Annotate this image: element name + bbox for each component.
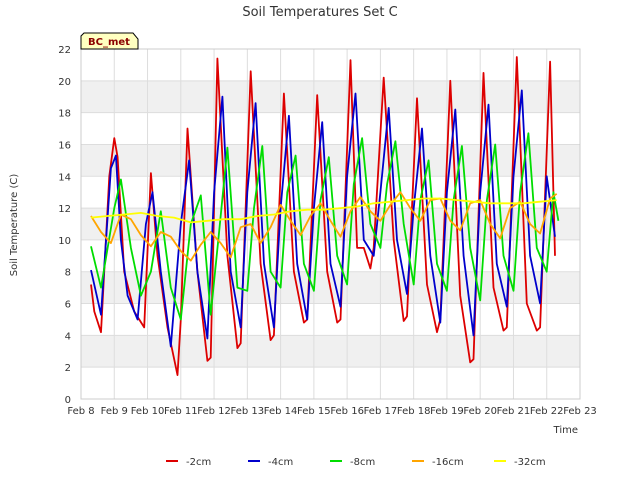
- x-tick-label: Feb 18: [397, 406, 431, 417]
- legend-label: -4cm: [268, 457, 293, 468]
- y-axis-ticks: 0 2 4 6 8 10 12 14 16 18 20 22: [58, 45, 71, 406]
- x-tick-label: Feb 15: [297, 406, 331, 417]
- x-tick-label: Feb 22: [530, 406, 564, 417]
- x-tick-label: Feb 21: [497, 406, 531, 417]
- y-tick-label: 8: [65, 268, 71, 279]
- x-tick-label: Feb 16: [330, 406, 364, 417]
- x-tick-label: Feb 12: [197, 406, 231, 417]
- y-tick-label: 2: [65, 363, 71, 374]
- x-tick-label: Feb 9: [101, 406, 128, 417]
- series-line-minus-4cm: [90, 89, 556, 348]
- y-tick-label: 16: [58, 140, 71, 151]
- series-line-minus-16cm: [90, 191, 558, 262]
- y-tick-label: 0: [65, 395, 71, 406]
- band-18-20: [81, 80, 580, 113]
- y-tick-label: 12: [58, 204, 71, 215]
- x-tick-label: Feb 8: [67, 406, 94, 417]
- x-tick-label: Feb 13: [231, 406, 265, 417]
- badge-shape: [80, 32, 139, 50]
- legend-label: -8cm: [350, 457, 375, 468]
- chart-title: Soil Temperatures Set C: [242, 5, 397, 20]
- series-lines: [90, 56, 560, 377]
- band-2-4: [81, 335, 580, 368]
- badge-label: BC_met: [88, 37, 130, 48]
- band-0-2: [81, 367, 580, 399]
- y-tick-label: 18: [58, 109, 71, 120]
- legend: -2cm -4cm -8cm -16cm -32cm: [166, 457, 546, 468]
- y-tick-label: 6: [65, 300, 71, 311]
- x-axis-label: Time: [553, 425, 578, 436]
- x-tick-label: Feb 20: [463, 406, 497, 417]
- y-tick-label: 22: [58, 45, 71, 56]
- x-axis-ticks: Feb 8 Feb 9 Feb 10 Feb 11 Feb 12 Feb 13 Feb 14…: [67, 406, 596, 417]
- x-tick-label: Feb 19: [430, 406, 464, 417]
- y-tick-label: 10: [58, 236, 71, 247]
- band-16-18: [81, 112, 580, 145]
- band-4-6: [81, 303, 580, 336]
- series-line-minus-8cm: [90, 132, 560, 321]
- x-tick-label: Feb 11: [164, 406, 198, 417]
- series-line-minus-2cm: [90, 56, 556, 377]
- y-tick-label: 14: [58, 172, 71, 183]
- legend-label: -16cm: [432, 457, 464, 468]
- y-axis-label: Soil Temperature (C): [9, 174, 20, 277]
- plot-frame: [80, 48, 581, 400]
- band-20-22: [81, 49, 580, 81]
- series-line-minus-32cm: [90, 197, 557, 224]
- legend-label: -2cm: [186, 457, 211, 468]
- x-tick-label: Feb 10: [131, 406, 165, 417]
- x-tick-label: Feb 14: [264, 406, 298, 417]
- y-tick-label: 20: [58, 77, 71, 88]
- x-tick-label: Feb 23: [563, 406, 597, 417]
- y-tick-label: 4: [65, 331, 71, 342]
- x-tick-label: Feb 17: [364, 406, 398, 417]
- legend-label: -32cm: [514, 457, 546, 468]
- station-badge: BC_met: [80, 32, 139, 50]
